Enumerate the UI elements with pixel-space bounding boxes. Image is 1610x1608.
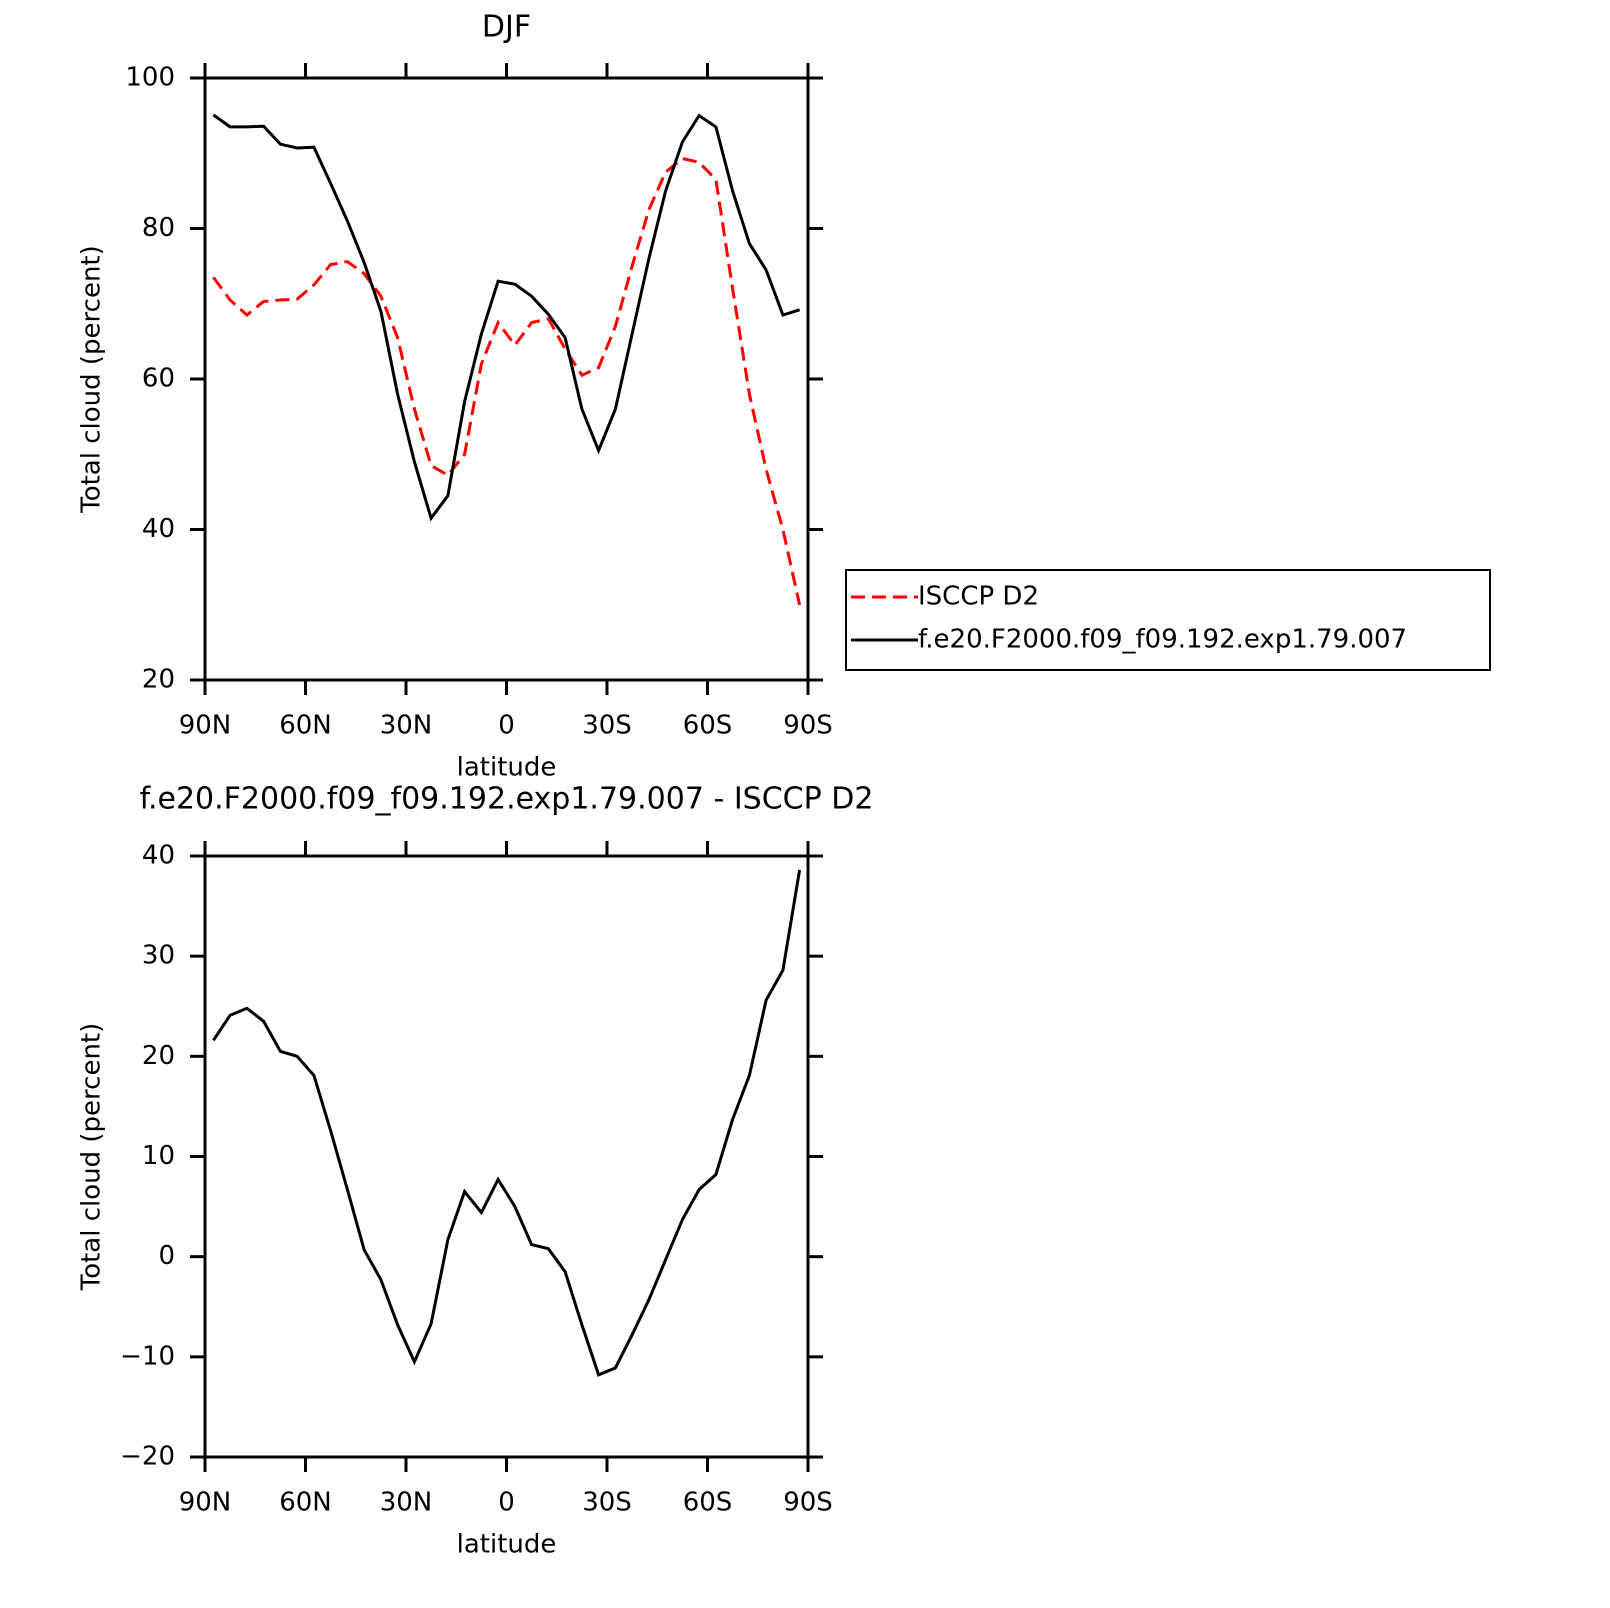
data-line	[212, 156, 802, 606]
x-tick-label: 30N	[380, 1488, 433, 1518]
data-line	[212, 869, 802, 1377]
x-tick-label: 60N	[279, 711, 332, 741]
y-tick-label: 20	[142, 1041, 175, 1071]
y-axis-label: Total cloud (percent)	[77, 1023, 107, 1292]
x-tick-label: 0	[498, 1488, 515, 1518]
x-tick-label: 90S	[783, 711, 833, 741]
y-tick-label: −20	[120, 1442, 175, 1472]
legend-box	[845, 569, 1491, 671]
x-tick-label: 90N	[179, 711, 232, 741]
plot-frame	[203, 854, 810, 1459]
x-axis-label: latitude	[457, 1530, 557, 1560]
y-tick-label: 60	[142, 364, 175, 394]
y-tick-label: 40	[142, 841, 175, 871]
y-tick-label: 30	[142, 941, 175, 971]
y-tick-label: 20	[142, 665, 175, 695]
x-axis-label: latitude	[457, 753, 557, 783]
x-tick-label: 30S	[582, 1488, 632, 1518]
x-tick-label: 90S	[783, 1488, 833, 1518]
x-tick-label: 60S	[683, 1488, 733, 1518]
data-line	[212, 113, 801, 522]
chart-title: DJF	[482, 10, 531, 45]
y-tick-label: 100	[125, 63, 175, 93]
x-tick-label: 60S	[683, 711, 733, 741]
legend-label: ISCCP D2	[918, 582, 1039, 612]
x-tick-label: 30N	[380, 711, 433, 741]
x-tick-label: 30S	[582, 711, 632, 741]
x-tick-label: 90N	[179, 1488, 232, 1518]
chart-title: f.e20.F2000.f09_f09.192.exp1.79.007 - IS…	[140, 782, 874, 817]
legend-label: f.e20.F2000.f09_f09.192.exp1.79.007	[918, 625, 1407, 655]
y-tick-label: 40	[142, 514, 175, 544]
x-tick-label: 60N	[279, 1488, 332, 1518]
x-tick-label: 0	[498, 711, 515, 741]
y-tick-label: 0	[158, 1241, 175, 1271]
y-tick-label: 80	[142, 213, 175, 243]
y-axis-label: Total cloud (percent)	[77, 245, 107, 514]
plot-frame	[203, 76, 810, 682]
y-tick-label: −10	[120, 1341, 175, 1371]
y-tick-label: 10	[142, 1141, 175, 1171]
